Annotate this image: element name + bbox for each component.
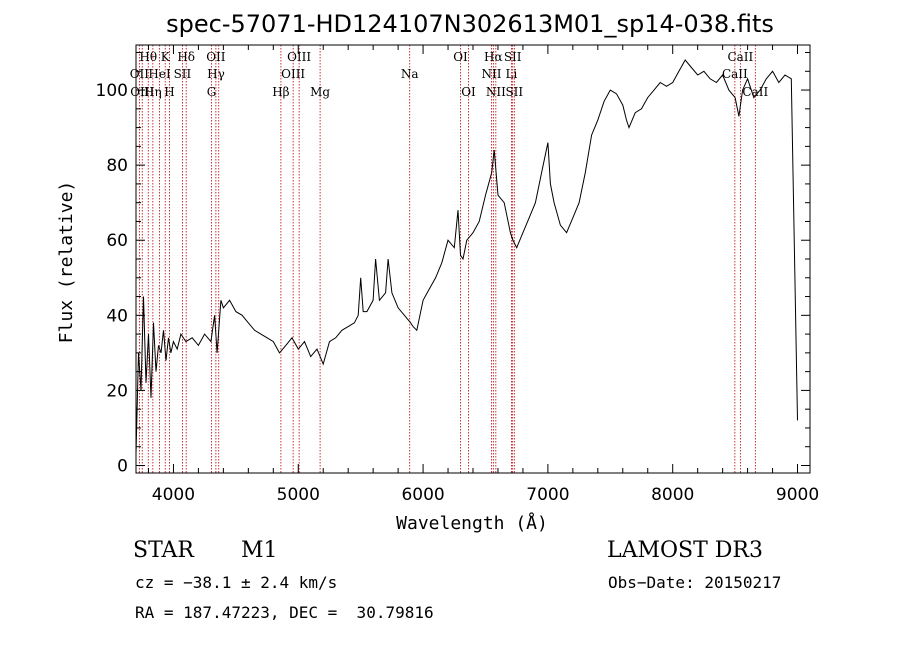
- object-subclass: M1: [241, 538, 278, 563]
- line-label-1: K: [161, 50, 171, 64]
- y-tick-label-5: 100: [96, 81, 128, 101]
- x-tick-label-1: 5000: [277, 485, 320, 505]
- y-axis-ticks: 0 20 40 60 80 100: [96, 52, 810, 476]
- line-label-4: OIII: [287, 50, 311, 64]
- plot-frame: [135, 44, 811, 474]
- line-label-3: OII: [206, 50, 226, 64]
- line-label-0: Hθ: [139, 50, 157, 64]
- line-label-11: SII: [174, 67, 192, 81]
- line-label-23: Mg: [310, 85, 330, 99]
- line-label-12: Hγ: [207, 67, 225, 81]
- spectrum-line: [135, 59, 798, 455]
- y-tick-label-1: 20: [106, 381, 128, 401]
- line-label-19: Hη: [144, 85, 162, 99]
- y-tick-label-3: 60: [106, 231, 128, 251]
- object-class: STAR: [133, 538, 194, 563]
- line-label-9: OII: [130, 67, 150, 81]
- line-label-6: Hα: [484, 50, 503, 64]
- x-tick-label-5: 9000: [776, 485, 819, 505]
- line-label-26: SII: [505, 85, 523, 99]
- x-tick-label-3: 7000: [526, 485, 569, 505]
- redshift-cz: cz = −38.1 ± 2.4 km/s: [135, 573, 338, 592]
- line-label-25: NII: [486, 85, 506, 99]
- line-label-5: OI: [453, 50, 468, 64]
- spectrum-chart: spec-57071-HD124107N302613M01_sp14-038.f…: [56, 10, 819, 534]
- line-label-24: OI: [461, 85, 476, 99]
- line-label-8: CaII: [727, 50, 753, 64]
- line-label-10: HeI: [148, 67, 171, 81]
- coordinates: RA = 187.47223, DEC = 30.79816: [135, 603, 434, 622]
- x-tick-label-2: 6000: [401, 485, 444, 505]
- y-tick-label-2: 40: [106, 306, 128, 326]
- line-label-13: OIII: [281, 67, 305, 81]
- line-label-16: Li: [506, 67, 518, 81]
- y-tick-label-0: 0: [117, 456, 128, 476]
- y-axis-label: Flux (relative): [56, 181, 77, 344]
- x-axis-ticks: 4000 5000 6000 7000 8000 9000: [147, 45, 819, 505]
- line-label-17: CaII: [722, 67, 748, 81]
- line-label-7: SII: [504, 50, 522, 64]
- line-label-20: H: [164, 85, 174, 99]
- x-tick-label-0: 4000: [152, 485, 195, 505]
- line-label-27: CaII: [742, 85, 768, 99]
- line-label-14: Na: [401, 67, 419, 81]
- line-label-22: Hβ: [272, 85, 289, 99]
- chart-title: spec-57071-HD124107N302613M01_sp14-038.f…: [166, 10, 774, 38]
- y-tick-label-4: 80: [106, 156, 128, 176]
- line-label-21: G: [207, 85, 217, 99]
- observation-date: Obs−Date: 20150217: [608, 573, 782, 592]
- survey-name: LAMOST DR3: [607, 538, 763, 563]
- line-marks: [138, 45, 756, 473]
- x-axis-label: Wavelength (Å): [396, 512, 548, 534]
- line-label-2: Hδ: [177, 50, 195, 64]
- x-tick-label-4: 8000: [651, 485, 694, 505]
- line-label-15: NII: [481, 67, 501, 81]
